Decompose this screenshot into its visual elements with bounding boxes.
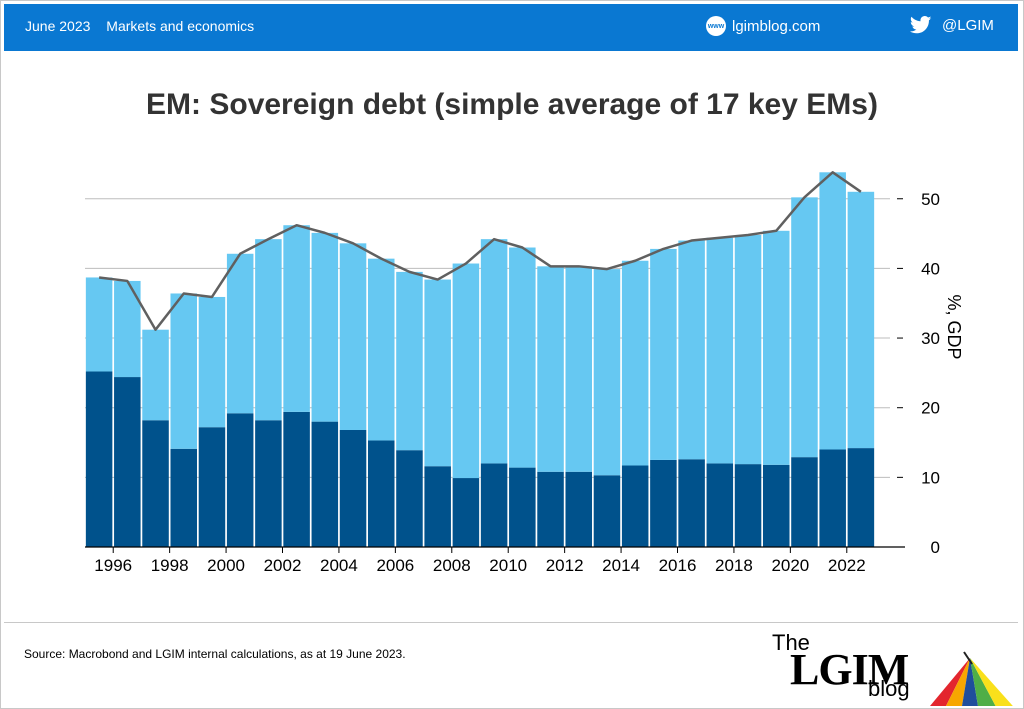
debt-chart: 1996 1998 2000 2002 2004 2006 2008 2010 2012 2014… [85, 171, 964, 575]
bar-segment-lower [170, 448, 198, 547]
bar-segment-upper [170, 293, 198, 449]
bar-segment-upper [791, 197, 818, 458]
bar-segment-lower [537, 471, 564, 547]
x-tick-label: 2018 [715, 556, 753, 575]
site-link[interactable]: www lgimblog.com [706, 16, 820, 36]
twitter-link[interactable]: @LGIM [910, 16, 994, 34]
bar-segment-upper [706, 237, 734, 464]
bar-segment-upper [537, 266, 564, 472]
bar-segment-upper [650, 248, 677, 460]
bar-segment-upper [142, 329, 169, 421]
www-globe-icon: www [706, 16, 726, 36]
bar-segment-upper [452, 263, 480, 479]
y-tick-label: 0 [931, 538, 940, 557]
x-tick-label: 1998 [151, 556, 189, 575]
x-tick-label: 2008 [433, 556, 471, 575]
bar-segment-upper [565, 266, 593, 472]
bar-segment-lower [678, 459, 705, 547]
x-tick-label: 2002 [264, 556, 302, 575]
bar-segment-upper [847, 191, 875, 449]
umbrella-logo-icon [930, 651, 1013, 706]
bar-segment-lower [509, 467, 536, 547]
x-tick-label: 2020 [771, 556, 809, 575]
bar-segment-lower [85, 371, 113, 547]
bar-segment-lower [424, 466, 451, 547]
bar-segment-lower [114, 377, 141, 547]
bar-segment-lower [452, 478, 480, 547]
x-tick-label: 1996 [94, 556, 132, 575]
bar-segment-upper [85, 277, 113, 372]
x-tick-label: 2016 [659, 556, 697, 575]
bar-segment-lower [255, 420, 282, 547]
y-tick-label: 30 [921, 329, 940, 348]
bar-segment-lower [367, 440, 395, 547]
x-tick-label: 2000 [207, 556, 245, 575]
top-bar: June 2023 Markets and economics www lgim… [4, 4, 1018, 51]
bar-segment-upper [198, 296, 226, 428]
bar-segment-upper [678, 240, 705, 460]
bar-segment-upper [593, 269, 621, 476]
bar-segment-lower [198, 427, 226, 547]
bar-segment-upper [480, 239, 508, 464]
bar-segment-upper [311, 232, 339, 422]
footer-divider [4, 622, 1018, 623]
bar-segment-lower [819, 449, 846, 547]
lgim-blog-logo: The LGIM blog [772, 630, 1018, 706]
y-axis-label: %, GDP [944, 294, 964, 359]
y-tick-label: 40 [921, 259, 940, 278]
post-date: June 2023 [25, 18, 91, 34]
site-label: lgimblog.com [732, 17, 821, 35]
bar-segment-lower [847, 448, 875, 547]
x-tick-label: 2006 [376, 556, 414, 575]
bar-segment-lower [480, 463, 508, 547]
bar-segment-lower [762, 464, 790, 547]
x-tick-label: 2004 [320, 556, 358, 575]
bar-segment-upper [734, 234, 762, 465]
bar-segment-upper [339, 243, 367, 430]
bar-segment-lower [593, 475, 621, 547]
bar-segment-upper [396, 271, 423, 451]
twitter-bird-icon [910, 16, 932, 34]
chart-title: EM: Sovereign debt (simple average of 17… [146, 88, 878, 121]
bar-segment-lower [396, 450, 423, 547]
bar-segment-lower [565, 471, 593, 547]
bar-segment-lower [226, 413, 254, 547]
bar-segment-upper [819, 172, 846, 450]
bar-segment-lower [339, 429, 367, 547]
bar-segment-upper [226, 253, 254, 414]
category-link[interactable]: Markets and economics [106, 18, 255, 34]
bar-segment-lower [706, 463, 734, 547]
bar-segment-upper [424, 279, 451, 467]
x-tick-label: 2010 [489, 556, 527, 575]
bar-segment-lower [791, 457, 818, 547]
bar-segment-upper [367, 258, 395, 441]
bar-segment-upper [762, 230, 790, 465]
bar-segment-lower [283, 411, 310, 547]
x-tick-label: 2022 [828, 556, 866, 575]
y-tick-label: 20 [921, 399, 940, 418]
header-left: June 2023 Markets and economics [25, 18, 266, 34]
y-tick-label: 50 [921, 190, 940, 209]
bar-segment-upper [283, 225, 310, 412]
x-tick-label: 2014 [602, 556, 640, 575]
bar-segment-upper [621, 260, 649, 466]
bar-segment-lower [142, 420, 169, 547]
total-line [98, 171, 862, 331]
y-tick-label: 10 [921, 468, 940, 487]
bar-segment-upper [255, 239, 282, 421]
source-note: Source: Macrobond and LGIM internal calc… [24, 647, 406, 661]
bar-segment-lower [621, 465, 649, 547]
bar-segment-lower [311, 421, 339, 547]
bar-segment-lower [734, 464, 762, 547]
bar-segment-lower [650, 459, 677, 547]
x-tick-label: 2012 [546, 556, 584, 575]
twitter-handle: @LGIM [942, 16, 994, 34]
bar-segment-upper [509, 247, 536, 468]
